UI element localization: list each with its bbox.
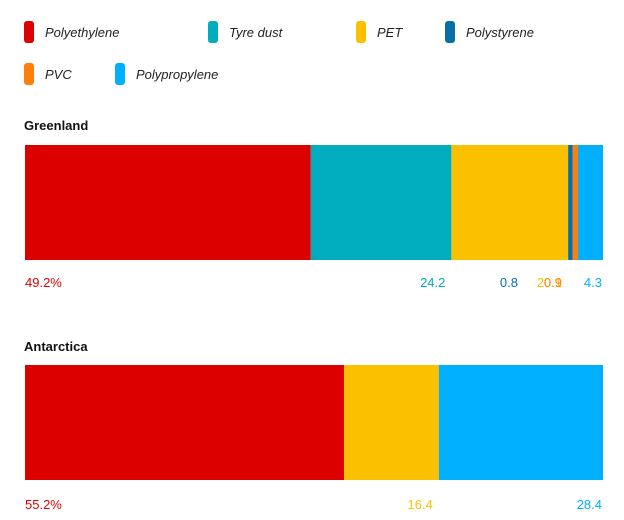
value-label-greenland-polyethylene: 49.2% [25,275,62,290]
bar-segment-greenland-polypropylene [578,145,603,260]
legend-item-pet: PET [356,18,402,46]
bar-segment-antarctica-pet [344,365,439,480]
legend-swatch [356,21,366,43]
bar-segment-antarctica-polypropylene [438,365,603,480]
legend-item-polypropylene: Polypropylene [115,60,218,88]
legend-item-pvc: PVC [24,60,72,88]
value-label-antarctica-polypropylene: 28.4 [577,497,602,512]
value-label-antarctica-polyethylene: 55.2% [25,497,62,512]
legend-label: Tyre dust [229,24,283,40]
bar-segment-greenland-tyre-dust [310,145,452,260]
legend-swatch [24,63,34,85]
legend-item-polyethylene: Polyethylene [24,18,119,46]
chart-title-antarctica: Antarctica [24,339,88,354]
legend-label: Polypropylene [136,66,219,82]
legend-label: PVC [45,66,72,82]
bar-segment-antarctica-polyethylene [25,365,345,480]
bar-segment-greenland-polystyrene [568,145,573,260]
legend-item-tyre-dust: Tyre dust [208,18,282,46]
value-label-antarctica-pet: 16.4 [408,497,433,512]
value-label-greenland-polystyrene: 0.8 [500,275,518,290]
value-label-greenland-polypropylene: 4.3 [584,275,602,290]
legend-swatch [24,21,34,43]
bar-segment-greenland-pvc [572,145,579,260]
bar-segment-greenland-polyethylene [25,145,311,260]
bar-segment-greenland-pet [451,145,569,260]
chart-title-greenland: Greenland [24,118,89,133]
legend-swatch [445,21,455,43]
legend-swatch [115,63,125,85]
legend-swatch [208,21,218,43]
value-label-greenland-pvc: 0.9 [544,275,562,290]
legend-label: PET [377,24,403,40]
legend-label: Polyethylene [45,24,120,40]
value-label-greenland-tyre-dust: 24.2 [420,275,445,290]
legend-item-polystyrene: Polystyrene [445,18,534,46]
legend-label: Polystyrene [466,24,534,40]
value-label-greenland-pet: 20.1 [537,275,562,290]
